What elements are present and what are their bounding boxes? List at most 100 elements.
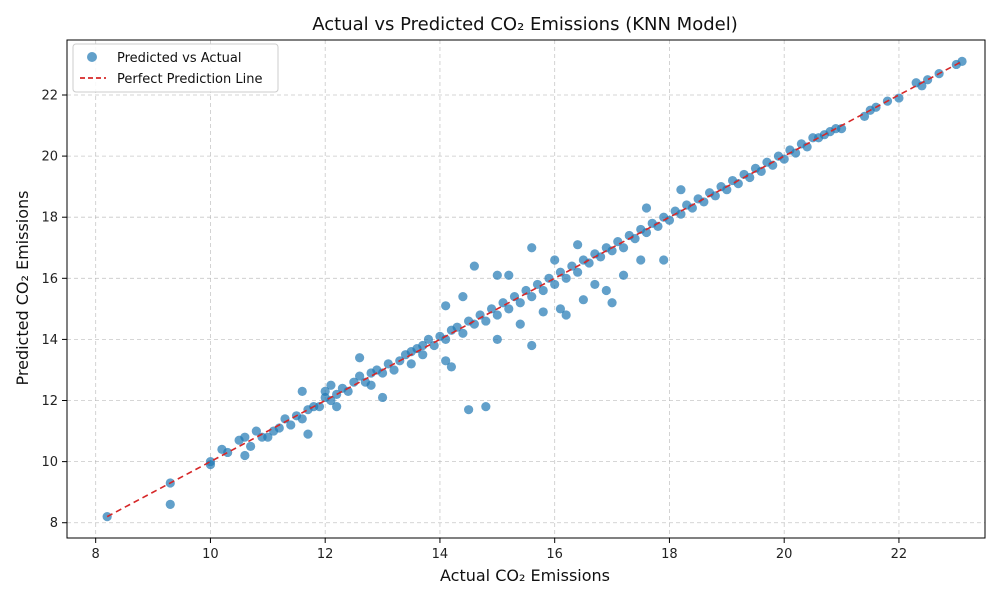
- scatter-point: [567, 261, 577, 271]
- scatter-point: [636, 255, 646, 265]
- scatter-point: [458, 328, 468, 338]
- y-tick-label: 10: [41, 455, 58, 470]
- legend-label-scatter: Predicted vs Actual: [117, 51, 241, 66]
- scatter-point: [469, 319, 479, 329]
- scatter-point: [429, 340, 439, 351]
- y-tick-label: 12: [41, 394, 58, 409]
- scatter-point: [406, 359, 416, 369]
- scatter-point: [418, 350, 428, 360]
- scatter-point: [618, 270, 629, 280]
- y-tick-label: 18: [41, 211, 58, 226]
- plot-frame: [66, 39, 986, 539]
- scatter-point: [446, 362, 457, 372]
- legend-marker-scatter: [87, 52, 97, 62]
- scatter-point: [573, 240, 583, 250]
- scatter-point: [389, 365, 399, 375]
- x-tick-label: 20: [776, 547, 793, 562]
- scatter-point: [607, 246, 617, 256]
- scatter-point: [286, 420, 296, 430]
- scatter-point: [314, 402, 325, 412]
- scatter-point: [561, 273, 571, 283]
- scatter-point: [320, 386, 330, 396]
- x-tick-label: 14: [432, 547, 449, 562]
- scatter-point: [486, 304, 497, 314]
- scatter-point: [664, 215, 675, 225]
- y-tick-label: 14: [41, 333, 58, 348]
- scatter-point: [601, 285, 611, 296]
- scatter-point: [441, 356, 451, 366]
- scatter-point: [722, 185, 732, 195]
- y-axis-label: Predicted CO₂ Emissions: [13, 191, 32, 386]
- scatter-point: [481, 402, 491, 412]
- scatter-point: [492, 310, 502, 320]
- scatter-point: [303, 429, 313, 439]
- scatter-point: [165, 499, 175, 509]
- scatter-point: [504, 270, 514, 280]
- scatter-point: [492, 270, 502, 280]
- x-tick-label: 22: [891, 547, 908, 562]
- scatter-point: [836, 124, 847, 134]
- perfect-prediction-line-layer: [106, 60, 963, 518]
- scatter-point: [515, 319, 525, 329]
- scatter-point: [791, 148, 801, 158]
- scatter-point: [423, 334, 434, 345]
- scatter-point: [515, 298, 525, 308]
- scatter-point: [263, 432, 273, 442]
- scatter-point: [527, 243, 537, 253]
- legend-label-line: Perfect Prediction Line: [117, 72, 262, 87]
- scatter-point: [452, 322, 462, 332]
- x-tick-label: 16: [546, 547, 563, 562]
- chart-title: Actual vs Predicted CO₂ Emissions (KNN M…: [312, 14, 738, 35]
- scatter-point: [710, 191, 720, 201]
- x-tick-label: 10: [202, 547, 219, 562]
- scatter-point: [527, 340, 537, 351]
- scatter-point: [377, 392, 388, 403]
- scatter-point: [745, 172, 755, 183]
- scatter-point: [590, 279, 600, 290]
- scatter-point: [240, 450, 250, 461]
- scatter-point: [297, 386, 307, 396]
- scatter-point: [326, 380, 336, 390]
- scatter-point: [355, 371, 365, 381]
- x-tick-label: 12: [317, 547, 334, 562]
- legend-box: [72, 43, 279, 93]
- scatter-point: [366, 380, 376, 390]
- scatter-point: [464, 405, 474, 415]
- scatter-point: [492, 334, 502, 345]
- y-tick-label: 20: [41, 150, 58, 165]
- y-tick-label: 22: [41, 88, 58, 103]
- scatter-point: [584, 258, 594, 268]
- scatter-point: [630, 233, 640, 244]
- scatter-point: [756, 166, 766, 176]
- scatter-point: [779, 154, 789, 164]
- scatter-point: [240, 432, 250, 442]
- scatter-point: [550, 279, 560, 290]
- scatter-point: [205, 460, 216, 470]
- scatter-point: [676, 185, 686, 195]
- scatter-point: [332, 402, 342, 412]
- y-axis-ticks: 8 10 12 14 16 18 20 22: [41, 88, 67, 531]
- scatter-point: [618, 243, 629, 253]
- scatter-point: [297, 414, 307, 424]
- scatter-point: [550, 255, 560, 265]
- scatter-point: [699, 197, 709, 207]
- x-tick-label: 8: [92, 547, 100, 562]
- scatter-point: [894, 93, 904, 103]
- scatter-point: [561, 310, 571, 320]
- scatter-point: [377, 368, 388, 378]
- scatter-point: [223, 447, 233, 458]
- scatter-point: [458, 292, 468, 302]
- scatter-point: [923, 75, 933, 85]
- scatter-point: [355, 353, 365, 363]
- scatter-point: [555, 304, 566, 314]
- y-tick-label: 16: [41, 272, 58, 287]
- scatter-point: [595, 252, 606, 262]
- scatter-point: [441, 301, 451, 311]
- x-axis-label: Actual CO₂ Emissions: [440, 566, 610, 585]
- scatter-point: [532, 279, 543, 290]
- scatter-point: [418, 340, 428, 351]
- scatter-point: [641, 203, 652, 213]
- scatter-point: [504, 304, 514, 314]
- scatter-point: [481, 316, 491, 326]
